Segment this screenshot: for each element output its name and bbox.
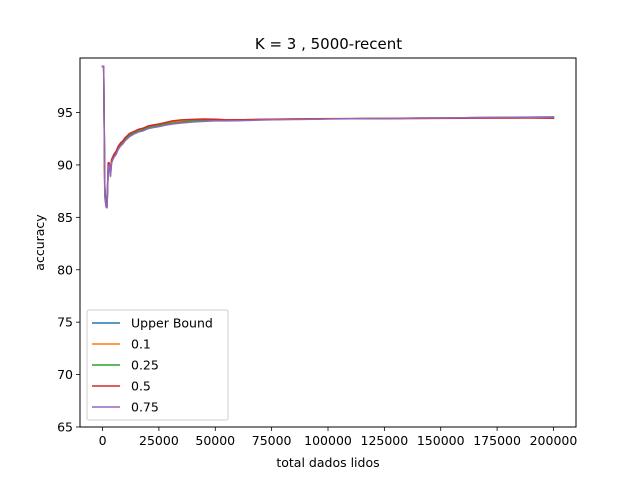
- legend-label-2: 0.25: [131, 358, 159, 373]
- y-tick-label: 85: [57, 210, 73, 225]
- series-line-0: [101, 65, 555, 208]
- y-tick-label: 75: [57, 315, 73, 330]
- plot-lines: [101, 65, 555, 209]
- legend-box: [86, 309, 229, 421]
- series-line-2: [101, 65, 555, 207]
- x-tick-label: 200000: [530, 433, 578, 448]
- x-tick-label: 150000: [417, 433, 465, 448]
- legend-label-1: 0.1: [131, 337, 151, 352]
- x-tick-label: 125000: [361, 433, 409, 448]
- y-tick-label: 90: [57, 157, 73, 172]
- y-axis-ticks: 65 70 75 80 85 90 95: [57, 105, 80, 435]
- x-tick-label: 25000: [139, 433, 179, 448]
- series-line-4: [101, 65, 555, 209]
- y-tick-label: 70: [57, 367, 73, 382]
- y-tick-label: 65: [57, 420, 73, 435]
- x-axis-label: total dados lidos: [276, 455, 379, 470]
- x-tick-label: 100000: [304, 433, 352, 448]
- legend-label-0: Upper Bound: [131, 316, 213, 331]
- x-tick-label: 75000: [252, 433, 292, 448]
- series-line-3: [101, 65, 555, 206]
- series-line-1: [101, 65, 555, 206]
- y-tick-label: 80: [57, 262, 73, 277]
- y-axis-label: accuracy: [32, 214, 47, 271]
- legend: Upper Bound 0.1 0.25 0.5 0.75: [86, 309, 229, 421]
- y-tick-label: 95: [57, 105, 73, 120]
- legend-label-3: 0.5: [131, 379, 151, 394]
- chart-title: K = 3 , 5000-recent: [255, 35, 402, 53]
- legend-label-4: 0.75: [131, 400, 159, 415]
- x-tick-label: 175000: [473, 433, 521, 448]
- x-axis-ticks: 0 25000 50000 75000 100000 125000 150000 175000…: [99, 427, 578, 448]
- x-tick-label: 50000: [195, 433, 235, 448]
- x-tick-label: 0: [99, 433, 107, 448]
